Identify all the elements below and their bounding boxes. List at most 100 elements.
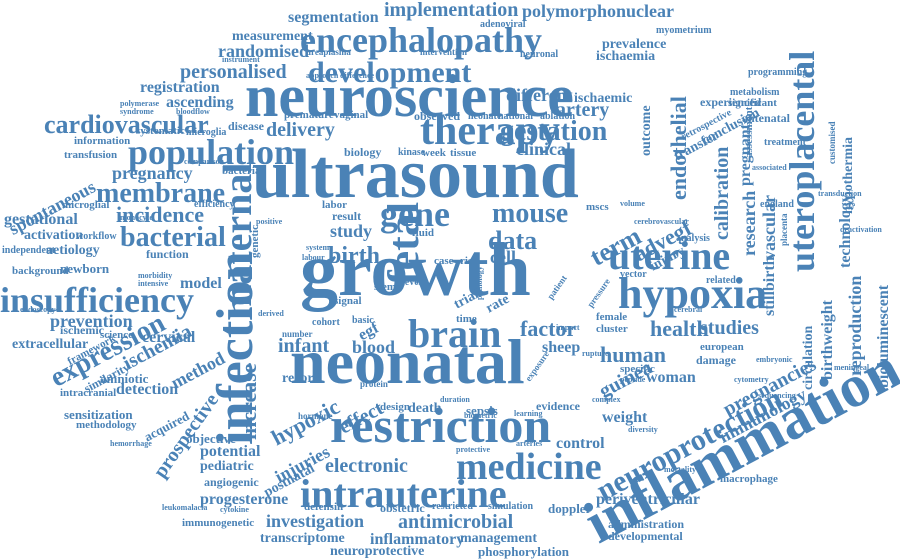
word: pressure <box>585 276 613 310</box>
word: personalised <box>180 61 287 83</box>
word: prevalence <box>602 37 667 52</box>
word: potential <box>200 443 261 460</box>
word: cytokine <box>220 505 249 514</box>
word: encephalopathy <box>300 20 543 60</box>
word: ablation <box>540 111 576 122</box>
word: increase <box>236 363 261 440</box>
word: cerebral <box>674 305 703 314</box>
word: mortality <box>664 465 696 474</box>
word: development <box>308 56 472 89</box>
word: england <box>760 199 794 210</box>
word: kinase <box>398 147 426 158</box>
word: biology <box>344 145 382 159</box>
word: observed <box>414 109 460 123</box>
word: control <box>556 435 605 452</box>
word: different <box>506 85 573 105</box>
word: amniotic <box>100 371 149 386</box>
word: defensin <box>304 501 344 513</box>
word: cervical <box>142 329 196 346</box>
word: peptide <box>620 375 646 384</box>
word: analysis <box>676 233 710 244</box>
word: arteries <box>516 439 543 448</box>
word: investigation <box>266 511 365 531</box>
word: rupture <box>582 349 609 358</box>
word: ischaemic <box>574 91 633 106</box>
word: complex <box>592 395 621 404</box>
word: pregnant <box>737 124 754 186</box>
word: gene <box>380 194 450 234</box>
word: model <box>180 275 222 292</box>
word: human <box>600 342 667 367</box>
word: vaginal <box>334 109 369 121</box>
word: volume <box>620 199 645 208</box>
word: transcriptome <box>260 531 345 546</box>
word: leukomalacia <box>162 503 208 512</box>
word: growth <box>300 228 531 312</box>
word: experienced <box>700 95 762 109</box>
word: cardiovascular <box>44 110 209 139</box>
word: approach <box>306 71 339 80</box>
word: pregnancy <box>112 163 193 183</box>
word: blood <box>352 337 396 357</box>
word: registration <box>140 79 220 96</box>
word: damage <box>696 353 736 367</box>
word: randomised <box>218 41 310 61</box>
word: bacterial <box>120 222 226 253</box>
word: phosphorylation <box>478 544 570 559</box>
word: protective <box>456 445 491 454</box>
word: prevention <box>50 311 133 331</box>
word: myometrium <box>656 25 712 36</box>
word: calibration <box>711 146 733 240</box>
word: hemorrhage <box>110 439 152 448</box>
word: stillbirth <box>761 256 778 316</box>
word: sensitization <box>64 407 133 422</box>
word: specific <box>620 363 655 375</box>
word: gestation <box>500 116 608 147</box>
word: pathology <box>475 266 484 300</box>
word: evidence <box>536 399 580 413</box>
word: restriction <box>330 397 552 453</box>
word: monocyte <box>120 213 153 222</box>
word: microglial <box>62 199 110 211</box>
word: delivery <box>266 119 335 141</box>
word: research <box>739 190 759 256</box>
word: adenoviral <box>480 19 526 30</box>
word: hypoxia <box>618 269 768 318</box>
word: case <box>434 255 454 267</box>
word: associated <box>752 163 787 172</box>
word: vector <box>620 269 647 280</box>
word: design <box>380 401 410 413</box>
word: death <box>408 401 442 416</box>
word: neuronal <box>520 49 559 60</box>
word: female <box>596 311 628 323</box>
word: disease <box>228 119 264 133</box>
word: embryonic <box>756 355 793 364</box>
word: inflammatory <box>370 531 465 548</box>
word: implementation <box>384 0 519 21</box>
word: sheep <box>542 339 581 356</box>
word: outcome <box>639 105 654 156</box>
word: intervention <box>420 47 467 57</box>
word: simulation <box>488 501 534 512</box>
word: neonatal <box>290 326 525 397</box>
word: derived <box>258 309 284 318</box>
word: detection <box>116 381 179 398</box>
word: ureaplasma <box>306 47 351 57</box>
word: independent <box>2 245 55 256</box>
word: instrument <box>222 55 260 64</box>
word: patient <box>545 273 569 302</box>
word: diversity <box>628 425 658 434</box>
word: risk <box>460 255 479 267</box>
word: clinical <box>516 139 571 159</box>
word: methodology <box>76 419 137 431</box>
word: efficiency <box>194 199 235 210</box>
word: labor <box>322 199 348 211</box>
word: uteroplacental <box>782 50 822 272</box>
word: metabolism <box>730 87 780 98</box>
word: medicine <box>456 446 602 488</box>
word: neuroprotective <box>330 544 425 559</box>
word: ischaemia <box>596 49 656 64</box>
word: progesterone <box>200 491 289 508</box>
word: ultrasound <box>252 136 579 213</box>
word: result <box>332 209 362 223</box>
